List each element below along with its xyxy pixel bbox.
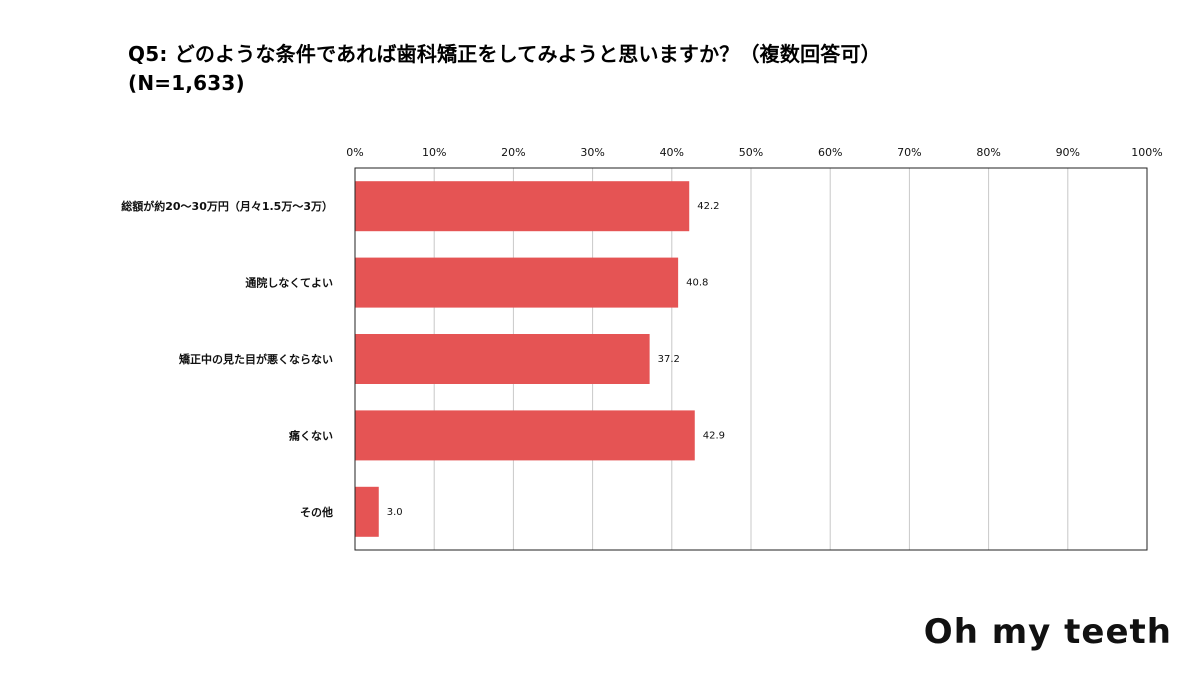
- x-tick-label: 30%: [580, 146, 604, 159]
- x-tick-label: 10%: [422, 146, 446, 159]
- x-tick-label: 40%: [660, 146, 684, 159]
- bar: [355, 334, 650, 384]
- x-tick-label: 0%: [346, 146, 363, 159]
- category-label: 通院しなくてよい: [245, 276, 333, 290]
- x-tick-label: 50%: [739, 146, 763, 159]
- brand-logo: Oh my teeth: [923, 612, 1172, 652]
- x-tick-label: 80%: [976, 146, 1000, 159]
- bars-layer: [355, 181, 695, 537]
- x-tick-label: 60%: [818, 146, 842, 159]
- chart-title: Q5: どのような条件であれば歯科矯正をしてみようと思いますか？（複数回答可） …: [128, 40, 881, 98]
- value-label: 42.9: [703, 430, 725, 441]
- x-tick-label: 90%: [1056, 146, 1080, 159]
- category-label: 矯正中の見た目が悪くならない: [179, 352, 333, 366]
- bar: [355, 410, 695, 461]
- category-labels: 総額が約20〜30万円（月々1.5万〜3万） 通院しなくてよい矯正中の見た目が悪く…: [121, 199, 333, 519]
- category-label: 総額が約20〜30万円（月々1.5万〜3万）: [121, 199, 333, 213]
- category-label: その他: [300, 505, 333, 519]
- plot-frame: [354, 167, 1148, 551]
- x-tick-label: 70%: [897, 146, 921, 159]
- x-axis-ticks: 0% 10% 20% 30% 40% 50% 60% 70% 80% 90% 100%: [346, 146, 1162, 159]
- value-label: 37.2: [658, 354, 680, 365]
- value-label: 3.0: [387, 507, 403, 518]
- bar: [355, 257, 679, 308]
- bar: [355, 181, 690, 232]
- x-tick-label: 20%: [501, 146, 525, 159]
- bar: [355, 486, 379, 537]
- value-labels: 42.2 40.8 37.2 42.9 3.0: [387, 201, 725, 518]
- x-tick-label: 100%: [1131, 146, 1162, 159]
- category-label: 痛くない: [288, 428, 333, 442]
- value-label: 40.8: [686, 278, 708, 289]
- chart-title-line1: Q5: どのような条件であれば歯科矯正をしてみようと思いますか？（複数回答可）: [128, 42, 881, 66]
- value-label: 42.2: [697, 201, 719, 212]
- chart-title-sample-size: (N=1,633): [128, 71, 245, 95]
